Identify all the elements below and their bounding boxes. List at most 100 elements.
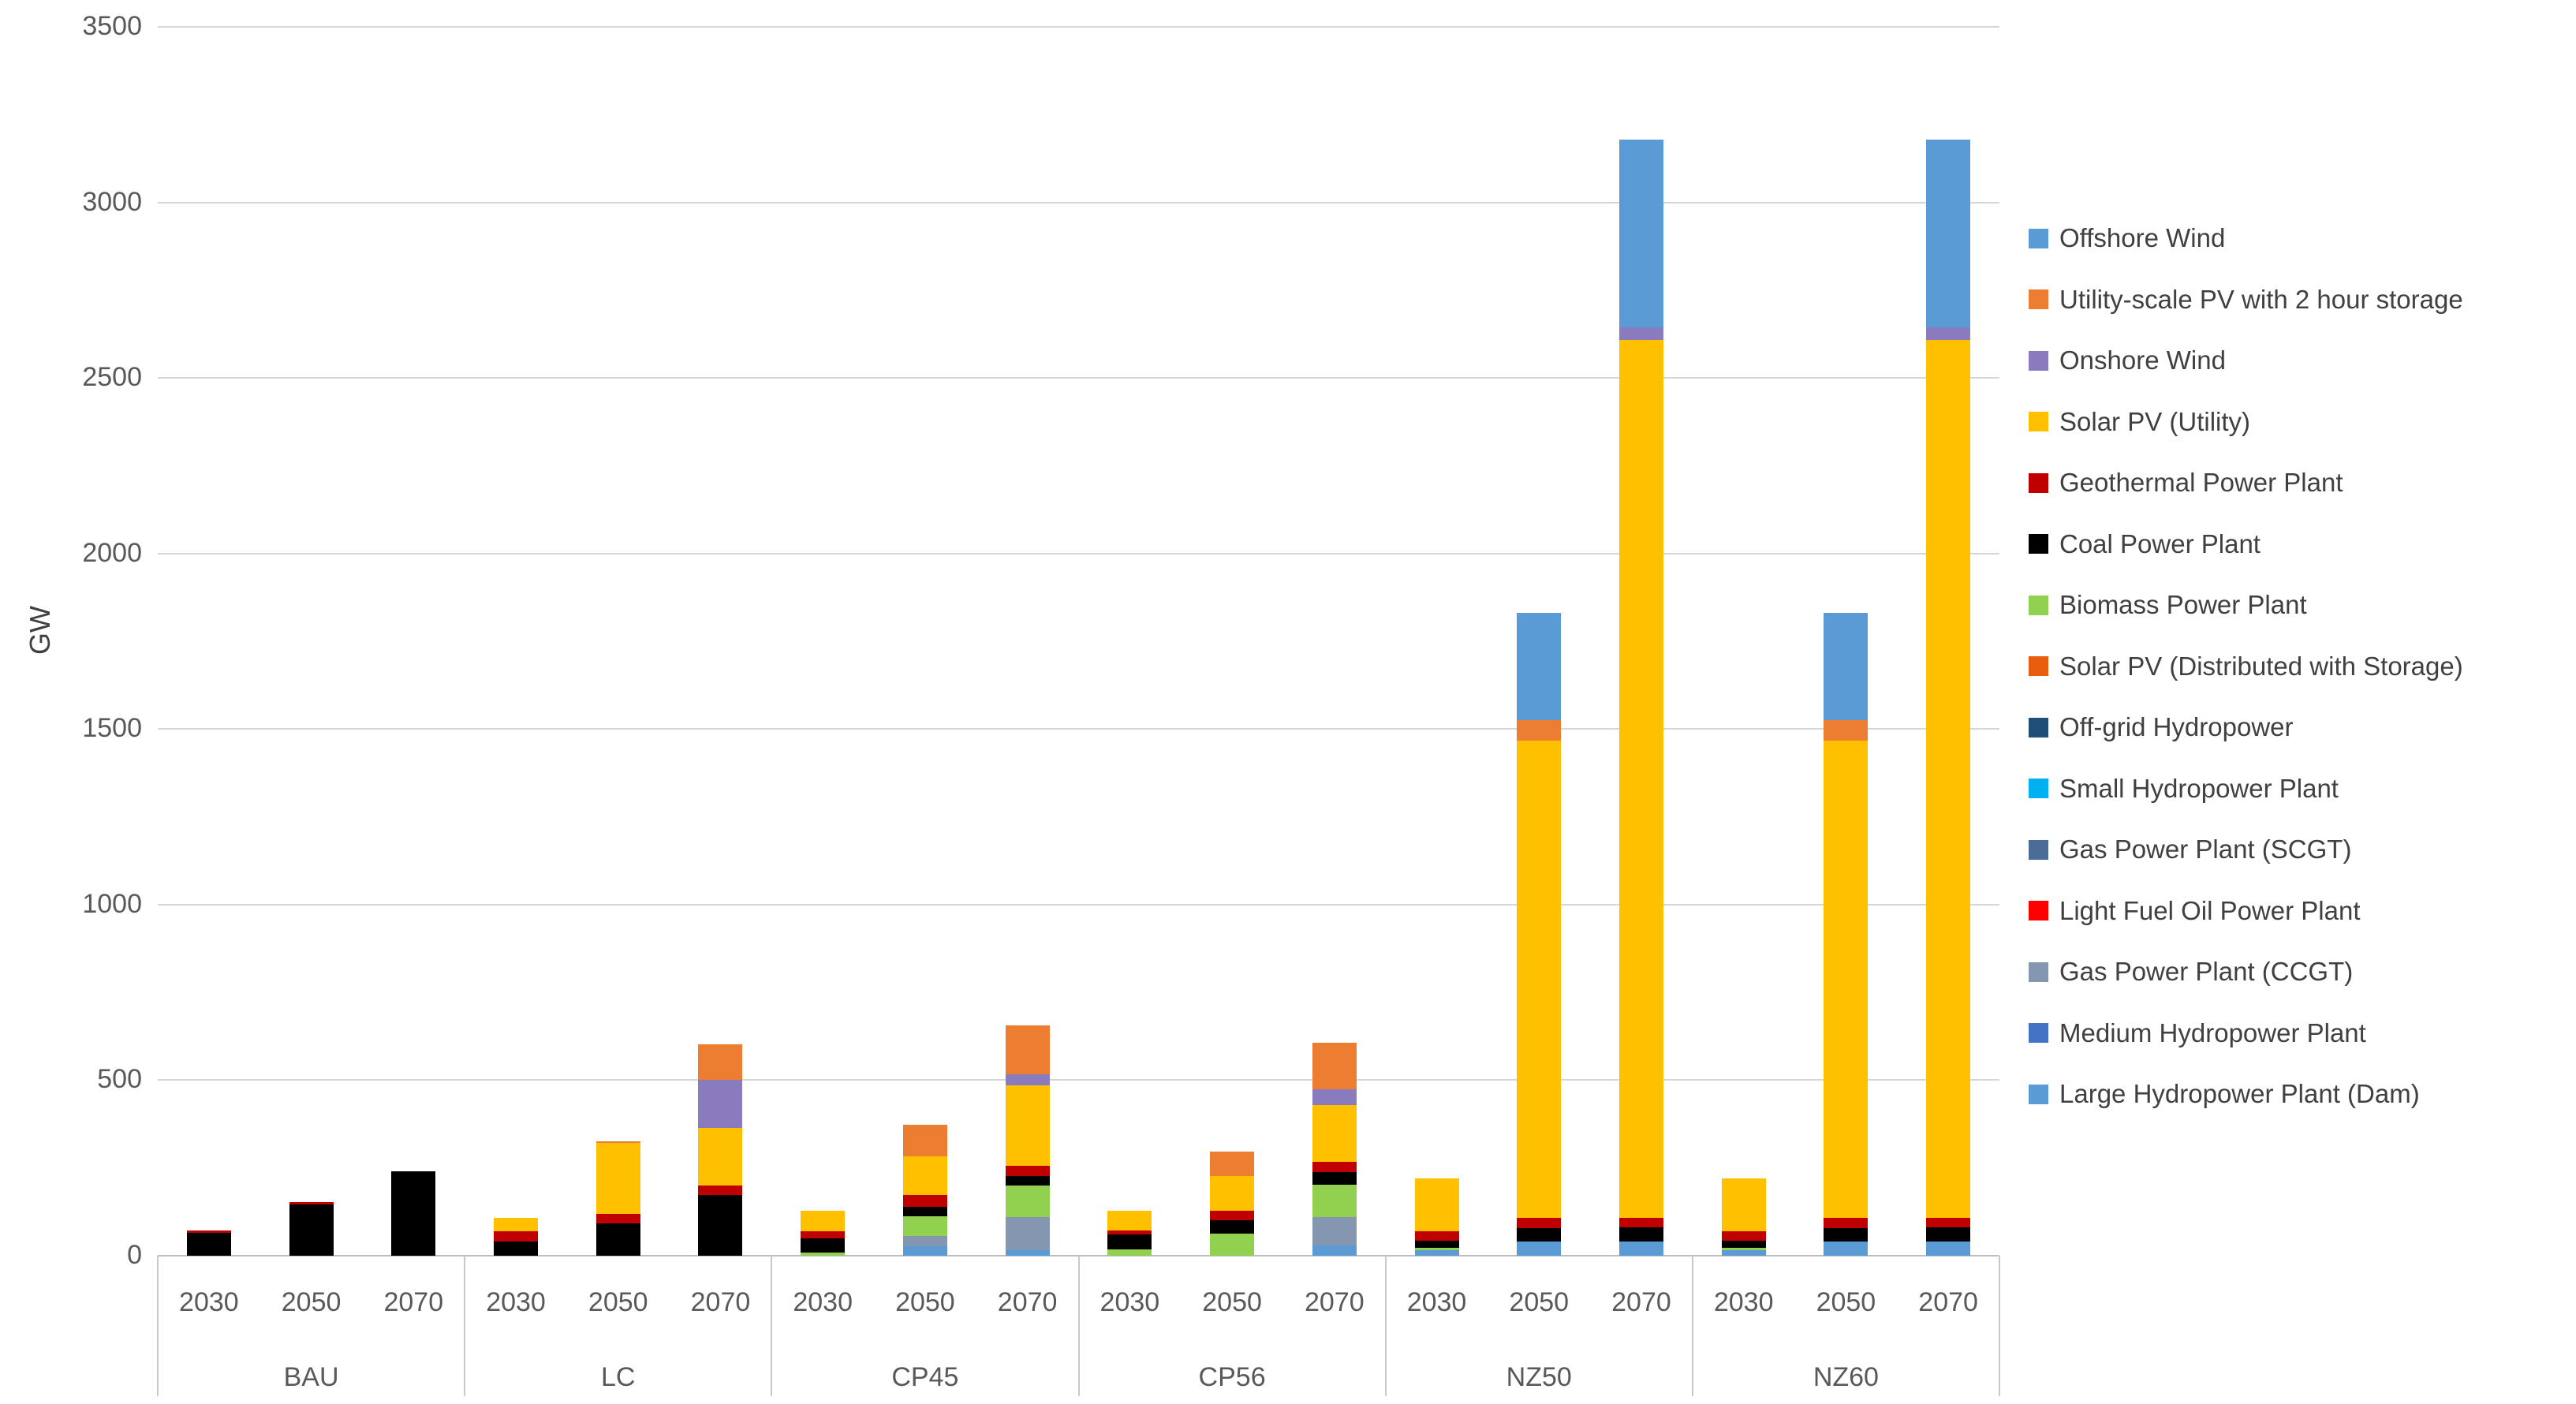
bar-segment[interactable] — [1824, 1217, 1869, 1229]
bar-segment[interactable] — [1824, 1228, 1869, 1242]
legend-item[interactable]: Gas Power Plant (CCGT) — [2029, 957, 2353, 987]
bar-segment[interactable] — [1517, 719, 1562, 741]
bar-segment[interactable] — [494, 1241, 539, 1256]
bar-segment[interactable] — [289, 1204, 334, 1256]
bar-segment[interactable] — [1005, 1176, 1050, 1186]
bar-segment[interactable] — [1312, 1172, 1357, 1186]
bar-segment[interactable] — [1005, 1074, 1050, 1085]
bar-segment[interactable] — [1517, 1242, 1562, 1256]
bar-segment[interactable] — [1414, 1240, 1459, 1248]
bar-segment[interactable] — [595, 1214, 640, 1224]
legend-item[interactable]: Large Hydropower Plant (Dam) — [2029, 1079, 2420, 1109]
bar-segment[interactable] — [1618, 327, 1663, 341]
bar-segment[interactable] — [1107, 1230, 1152, 1235]
bar-segment[interactable] — [1618, 1227, 1663, 1242]
bar-segment[interactable] — [1210, 1220, 1255, 1234]
bar-segment[interactable] — [494, 1217, 539, 1232]
legend-item[interactable]: Light Fuel Oil Power Plant — [2029, 896, 2361, 926]
legend-item[interactable]: Solar PV (Distributed with Storage) — [2029, 652, 2463, 681]
bar-segment[interactable] — [1824, 1242, 1869, 1256]
legend-item[interactable]: Off-grid Hydropower — [2029, 712, 2294, 742]
bar-segment[interactable] — [801, 1238, 846, 1253]
bar-segment[interactable] — [1824, 719, 1869, 741]
bar-segment[interactable] — [1107, 1211, 1152, 1230]
legend-item[interactable]: Solar PV (Utility) — [2029, 407, 2250, 437]
bar-segment[interactable] — [698, 1127, 743, 1186]
bar-segment[interactable] — [1312, 1185, 1357, 1217]
bar-segment[interactable] — [801, 1231, 846, 1239]
bar-segment[interactable] — [1926, 1217, 1971, 1228]
bar-segment[interactable] — [1414, 1250, 1459, 1256]
bar-segment[interactable] — [1517, 1217, 1562, 1229]
bar-segment[interactable] — [1926, 340, 1971, 1218]
bar-segment[interactable] — [698, 1185, 743, 1195]
bar-segment[interactable] — [1312, 1245, 1357, 1256]
bar-segment[interactable] — [595, 1141, 640, 1144]
bar-segment[interactable] — [1618, 1242, 1663, 1256]
bar-segment[interactable] — [1926, 139, 1971, 328]
legend-item[interactable]: Small Hydropower Plant — [2029, 774, 2339, 804]
legend-item[interactable]: Gas Power Plant (SCGT) — [2029, 835, 2351, 864]
bar-segment[interactable] — [1312, 1162, 1357, 1173]
bar-segment[interactable] — [1005, 1250, 1050, 1256]
bar-segment[interactable] — [902, 1235, 947, 1247]
bar-segment[interactable] — [1721, 1250, 1766, 1256]
bar-segment[interactable] — [1926, 1242, 1971, 1256]
bar-segment[interactable] — [1824, 741, 1869, 1218]
bar-segment[interactable] — [1618, 340, 1663, 1218]
bar-segment[interactable] — [186, 1233, 231, 1256]
bar-segment[interactable] — [1414, 1247, 1459, 1251]
bar-segment[interactable] — [698, 1044, 743, 1081]
bar-segment[interactable] — [1312, 1216, 1357, 1245]
bar-segment[interactable] — [902, 1124, 947, 1157]
bar-segment[interactable] — [1618, 139, 1663, 328]
bar-segment[interactable] — [902, 1246, 947, 1256]
bar-segment[interactable] — [902, 1206, 947, 1216]
legend-item[interactable]: Medium Hydropower Plant — [2029, 1018, 2366, 1048]
bar-segment[interactable] — [1926, 327, 1971, 341]
bar-segment[interactable] — [902, 1156, 947, 1195]
legend-item[interactable]: Offshore Wind — [2029, 223, 2225, 253]
bar-segment[interactable] — [1312, 1088, 1357, 1106]
bar-segment[interactable] — [1005, 1025, 1050, 1075]
bar-segment[interactable] — [1312, 1105, 1357, 1163]
bar-segment[interactable] — [902, 1215, 947, 1236]
bar-segment[interactable] — [1414, 1178, 1459, 1231]
bar-segment[interactable] — [1517, 613, 1562, 720]
bar-segment[interactable] — [1517, 741, 1562, 1218]
bar-segment[interactable] — [1618, 1217, 1663, 1228]
bar-segment[interactable] — [1005, 1166, 1050, 1177]
bar-segment[interactable] — [1312, 1042, 1357, 1089]
bar-segment[interactable] — [289, 1202, 334, 1205]
bar-segment[interactable] — [1721, 1247, 1766, 1251]
bar-segment[interactable] — [494, 1231, 539, 1242]
bar-segment[interactable] — [1210, 1152, 1255, 1176]
legend-item[interactable]: Onshore Wind — [2029, 345, 2226, 375]
bar-segment[interactable] — [1721, 1230, 1766, 1241]
bar-segment[interactable] — [1005, 1216, 1050, 1251]
bar-segment[interactable] — [186, 1230, 231, 1234]
legend-item[interactable]: Geothermal Power Plant — [2029, 468, 2343, 498]
legend-item[interactable]: Biomass Power Plant — [2029, 590, 2307, 620]
bar-segment[interactable] — [1517, 1228, 1562, 1242]
bar-segment[interactable] — [801, 1211, 846, 1232]
bar-segment[interactable] — [1210, 1233, 1255, 1256]
bar-segment[interactable] — [1107, 1234, 1152, 1250]
bar-segment[interactable] — [1721, 1178, 1766, 1231]
bar-segment[interactable] — [1824, 613, 1869, 720]
bar-segment[interactable] — [902, 1194, 947, 1207]
bar-segment[interactable] — [1721, 1240, 1766, 1248]
bar-segment[interactable] — [1926, 1227, 1971, 1242]
bar-segment[interactable] — [698, 1080, 743, 1128]
bar-segment[interactable] — [801, 1252, 846, 1256]
bar-segment[interactable] — [698, 1194, 743, 1256]
legend-item[interactable]: Utility-scale PV with 2 hour storage — [2029, 285, 2463, 315]
bar-segment[interactable] — [1210, 1210, 1255, 1221]
bar-segment[interactable] — [1414, 1230, 1459, 1241]
legend-item[interactable]: Coal Power Plant — [2029, 529, 2261, 559]
bar-segment[interactable] — [1210, 1175, 1255, 1211]
bar-segment[interactable] — [595, 1223, 640, 1256]
bar-segment[interactable] — [595, 1143, 640, 1215]
bar-segment[interactable] — [1005, 1085, 1050, 1167]
bar-segment[interactable] — [1107, 1249, 1152, 1256]
